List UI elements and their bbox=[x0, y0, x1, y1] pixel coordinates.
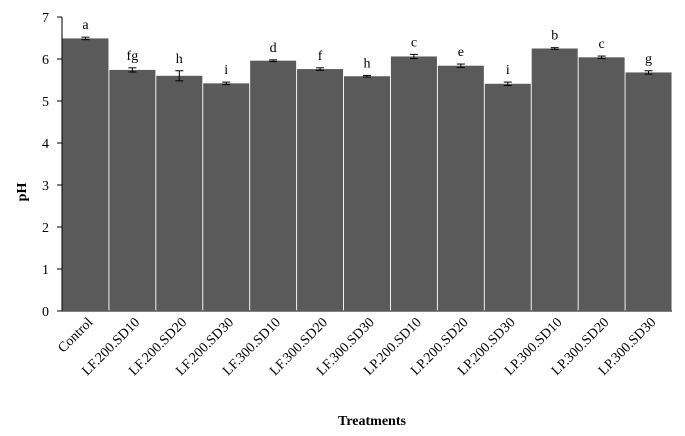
error-bar bbox=[316, 67, 325, 71]
error-bar bbox=[409, 53, 418, 60]
x-axis-title: Treatments bbox=[338, 414, 406, 429]
bar bbox=[62, 38, 109, 312]
error-bar bbox=[81, 36, 90, 41]
y-tick-label: 0 bbox=[42, 305, 49, 320]
y-tick-label: 7 bbox=[42, 11, 49, 26]
error-bar bbox=[503, 81, 512, 86]
bar bbox=[250, 60, 297, 312]
bar bbox=[625, 72, 672, 311]
bar bbox=[344, 76, 390, 311]
y-axis: 0 1 2 3 4 5 6 7 bbox=[42, 11, 63, 320]
error-bar bbox=[550, 47, 559, 50]
y-tick-label: 4 bbox=[42, 137, 49, 152]
error-bar bbox=[222, 81, 231, 86]
x-tick-labels-group: ControlLF.200.SD10LF.200.SD20LF.200.SD30… bbox=[55, 315, 659, 379]
bar bbox=[484, 83, 531, 311]
significance-label: i bbox=[224, 63, 228, 78]
significance-label: f bbox=[318, 49, 323, 64]
bars-group bbox=[62, 38, 672, 312]
y-axis-title: pH bbox=[15, 183, 30, 202]
bar bbox=[437, 65, 484, 311]
significance-label: e bbox=[458, 45, 464, 60]
significance-labels-group: a fg h i d f h c e i b c g bbox=[82, 18, 652, 78]
bar bbox=[203, 83, 250, 311]
bar bbox=[109, 69, 156, 311]
error-bar bbox=[128, 67, 137, 73]
error-bar bbox=[269, 59, 278, 63]
significance-label: i bbox=[506, 63, 510, 78]
y-tick-label: 5 bbox=[42, 95, 49, 110]
bar bbox=[297, 69, 344, 311]
error-bars-group bbox=[81, 36, 653, 86]
y-tick-label: 1 bbox=[42, 263, 49, 278]
significance-label: h bbox=[364, 56, 371, 71]
error-bar bbox=[175, 70, 184, 82]
x-tick-label: Control bbox=[55, 315, 96, 356]
bar bbox=[390, 56, 437, 312]
significance-label: g bbox=[645, 52, 652, 67]
error-bar bbox=[456, 63, 465, 68]
bar bbox=[531, 48, 578, 311]
y-tick-label: 2 bbox=[42, 221, 49, 236]
error-bar bbox=[363, 74, 371, 78]
bar bbox=[156, 75, 203, 311]
significance-label: h bbox=[176, 52, 183, 67]
error-bar bbox=[644, 70, 653, 75]
y-tick-label: 6 bbox=[42, 53, 49, 68]
significance-label: a bbox=[82, 18, 89, 33]
significance-label: c bbox=[411, 35, 417, 50]
error-bar bbox=[597, 55, 606, 60]
significance-label: fg bbox=[127, 49, 139, 64]
significance-label: d bbox=[270, 41, 277, 56]
y-tick-label: 3 bbox=[42, 179, 49, 194]
bar bbox=[578, 57, 625, 311]
significance-label: c bbox=[599, 37, 605, 52]
significance-label: b bbox=[551, 29, 558, 44]
